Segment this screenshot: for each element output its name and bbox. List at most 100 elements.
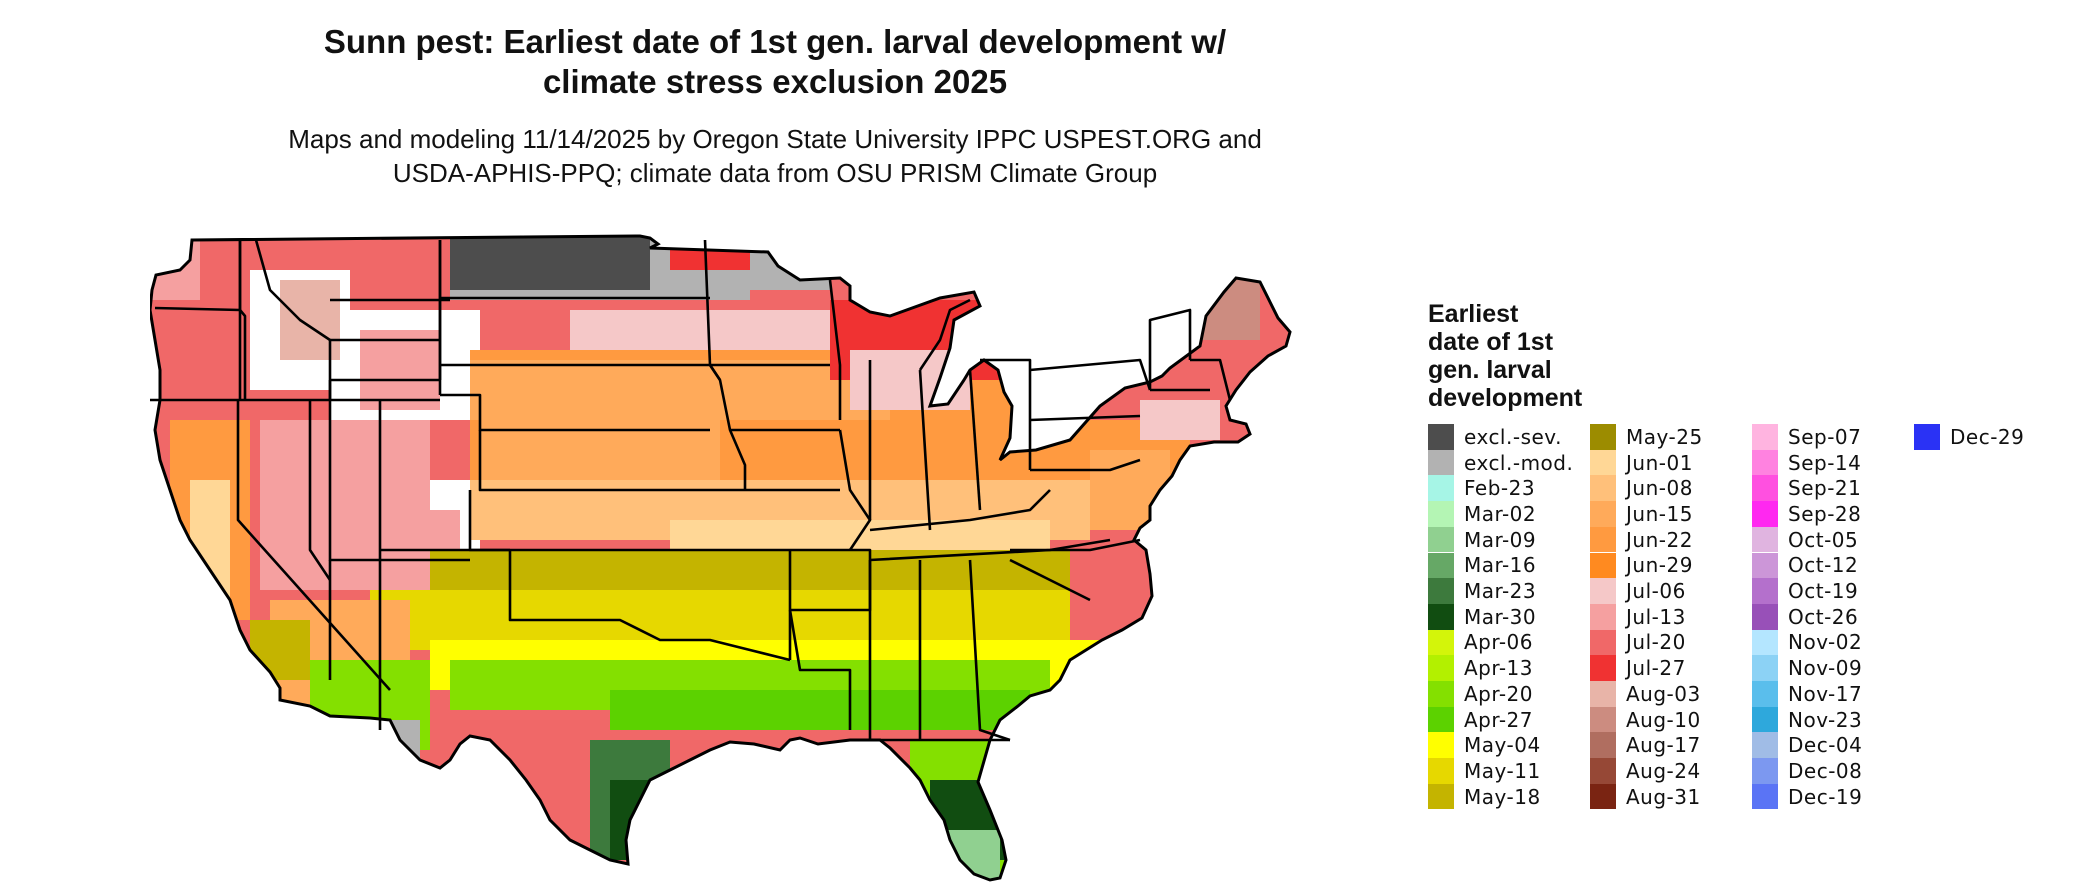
legend-item: Dec-29 — [1914, 424, 2024, 450]
legend-label: May-11 — [1464, 758, 1541, 783]
legend-item: Jul-20 — [1590, 629, 1686, 656]
legend-swatch — [1590, 578, 1616, 604]
legend-label: Aug-10 — [1626, 707, 1701, 732]
legend-label: Jul-20 — [1626, 630, 1686, 655]
legend-label: Dec-08 — [1788, 758, 1863, 783]
legend-swatch — [1752, 552, 1778, 579]
legend-item: Sep-07 — [1752, 424, 1861, 450]
legend-item: Nov-02 — [1752, 629, 1862, 656]
legend-swatch — [1590, 629, 1616, 656]
legend-item: Jul-27 — [1590, 655, 1686, 681]
legend-item: Jun-15 — [1590, 501, 1693, 527]
legend-item: Jun-22 — [1590, 526, 1693, 553]
legend-label: Apr-27 — [1464, 707, 1533, 732]
legend-label: Mar-23 — [1464, 579, 1537, 604]
legend-label: Oct-12 — [1788, 553, 1859, 578]
legend-label: Aug-24 — [1626, 758, 1701, 783]
legend-swatch — [1428, 758, 1454, 784]
legend-item: Jun-08 — [1590, 475, 1693, 502]
legend-swatch — [1428, 501, 1454, 527]
legend-swatch — [1428, 629, 1454, 656]
legend-swatch — [1590, 732, 1616, 759]
legend-swatch — [1752, 681, 1778, 707]
legend-item: Dec-04 — [1752, 732, 1863, 759]
legend-label: Sep-21 — [1788, 476, 1862, 501]
legend-item: May-18 — [1428, 783, 1541, 810]
legend-label: Mar-16 — [1464, 553, 1537, 578]
legend-item: Aug-24 — [1590, 758, 1701, 784]
legend-swatch — [1752, 578, 1778, 604]
legend-swatch — [1752, 501, 1778, 527]
legend-label: Aug-31 — [1626, 784, 1701, 809]
legend-label: Jul-06 — [1626, 579, 1686, 604]
legend-swatch — [1752, 526, 1778, 553]
legend-swatch — [1590, 783, 1616, 810]
legend-label: Jun-15 — [1626, 501, 1693, 526]
legend-swatch — [1752, 706, 1778, 733]
legend-label: Sep-14 — [1788, 450, 1862, 475]
legend-title: Earliest date of 1st gen. larval develop… — [1428, 300, 1583, 412]
legend-label: Dec-04 — [1788, 733, 1863, 758]
legend-label: Jun-22 — [1626, 527, 1693, 552]
legend-item: Jun-01 — [1590, 449, 1693, 476]
legend-swatch — [1590, 449, 1616, 476]
legend-swatch — [1590, 681, 1616, 707]
legend-label: Apr-20 — [1464, 681, 1533, 706]
legend-label: Dec-29 — [1950, 424, 2025, 449]
legend-swatch — [1590, 655, 1616, 681]
legend-item: Jul-06 — [1590, 578, 1686, 604]
legend-item: Mar-30 — [1428, 603, 1537, 630]
legend-item: Apr-13 — [1428, 655, 1533, 681]
legend-label: Jun-01 — [1626, 450, 1693, 475]
legend-label: Nov-23 — [1788, 707, 1863, 732]
legend-swatch — [1752, 758, 1778, 784]
state-boundaries — [150, 239, 1232, 742]
legend-item: Jun-29 — [1590, 552, 1693, 579]
legend-label: Mar-30 — [1464, 604, 1537, 629]
legend-label: Aug-03 — [1626, 681, 1701, 706]
legend-swatch — [1590, 603, 1616, 630]
legend-item: Aug-17 — [1590, 732, 1701, 759]
map-title: Sunn pest: Earliest date of 1st gen. lar… — [323, 23, 1227, 100]
legend-item: Mar-23 — [1428, 578, 1536, 604]
legend-item: Jul-13 — [1590, 603, 1686, 630]
legend-label: Jun-08 — [1626, 476, 1693, 501]
legend-item: Oct-05 — [1752, 526, 1858, 553]
legend-swatch — [1590, 424, 1616, 450]
legend-label: Aug-17 — [1626, 733, 1701, 758]
legend-label: Mar-09 — [1464, 527, 1537, 552]
legend-item: Mar-09 — [1428, 526, 1537, 553]
legend-label: Feb-23 — [1464, 476, 1536, 501]
legend-item: Dec-19 — [1752, 783, 1862, 810]
legend-swatch — [1752, 732, 1778, 759]
legend-label: Apr-06 — [1464, 630, 1533, 655]
legend-swatch — [1914, 424, 1940, 450]
legend-item: Apr-06 — [1428, 629, 1533, 656]
legend-swatch — [1590, 475, 1616, 502]
legend-label: Oct-26 — [1788, 604, 1859, 629]
legend-swatch — [1428, 552, 1454, 579]
legend-swatch — [1428, 681, 1454, 707]
legend-swatch — [1752, 424, 1778, 450]
legend-item: Nov-09 — [1752, 655, 1862, 681]
legend-item: Nov-17 — [1752, 681, 1862, 707]
legend-swatch — [1752, 629, 1778, 656]
legend-item: excl.-mod. — [1428, 449, 1573, 476]
legend-label: May-18 — [1464, 784, 1541, 809]
legend-swatch — [1428, 783, 1454, 810]
legend-swatch — [1590, 552, 1616, 579]
legend-item: Sep-28 — [1752, 501, 1861, 527]
legend-swatch — [1428, 655, 1454, 681]
legend-label: excl.-sev. — [1464, 424, 1562, 449]
phenology-color-field — [150, 236, 1290, 880]
legend-label: Nov-09 — [1788, 656, 1863, 681]
us-map — [150, 234, 1292, 882]
legend-label: May-25 — [1626, 424, 1703, 449]
legend-swatch — [1590, 501, 1616, 527]
legend-label: Jul-27 — [1626, 656, 1686, 681]
legend-item: May-04 — [1428, 732, 1541, 759]
legend-label: Mar-02 — [1464, 501, 1537, 526]
legend-item: Mar-02 — [1428, 501, 1536, 527]
legend-item: Nov-23 — [1752, 706, 1863, 733]
legend-item: May-25 — [1590, 424, 1703, 450]
